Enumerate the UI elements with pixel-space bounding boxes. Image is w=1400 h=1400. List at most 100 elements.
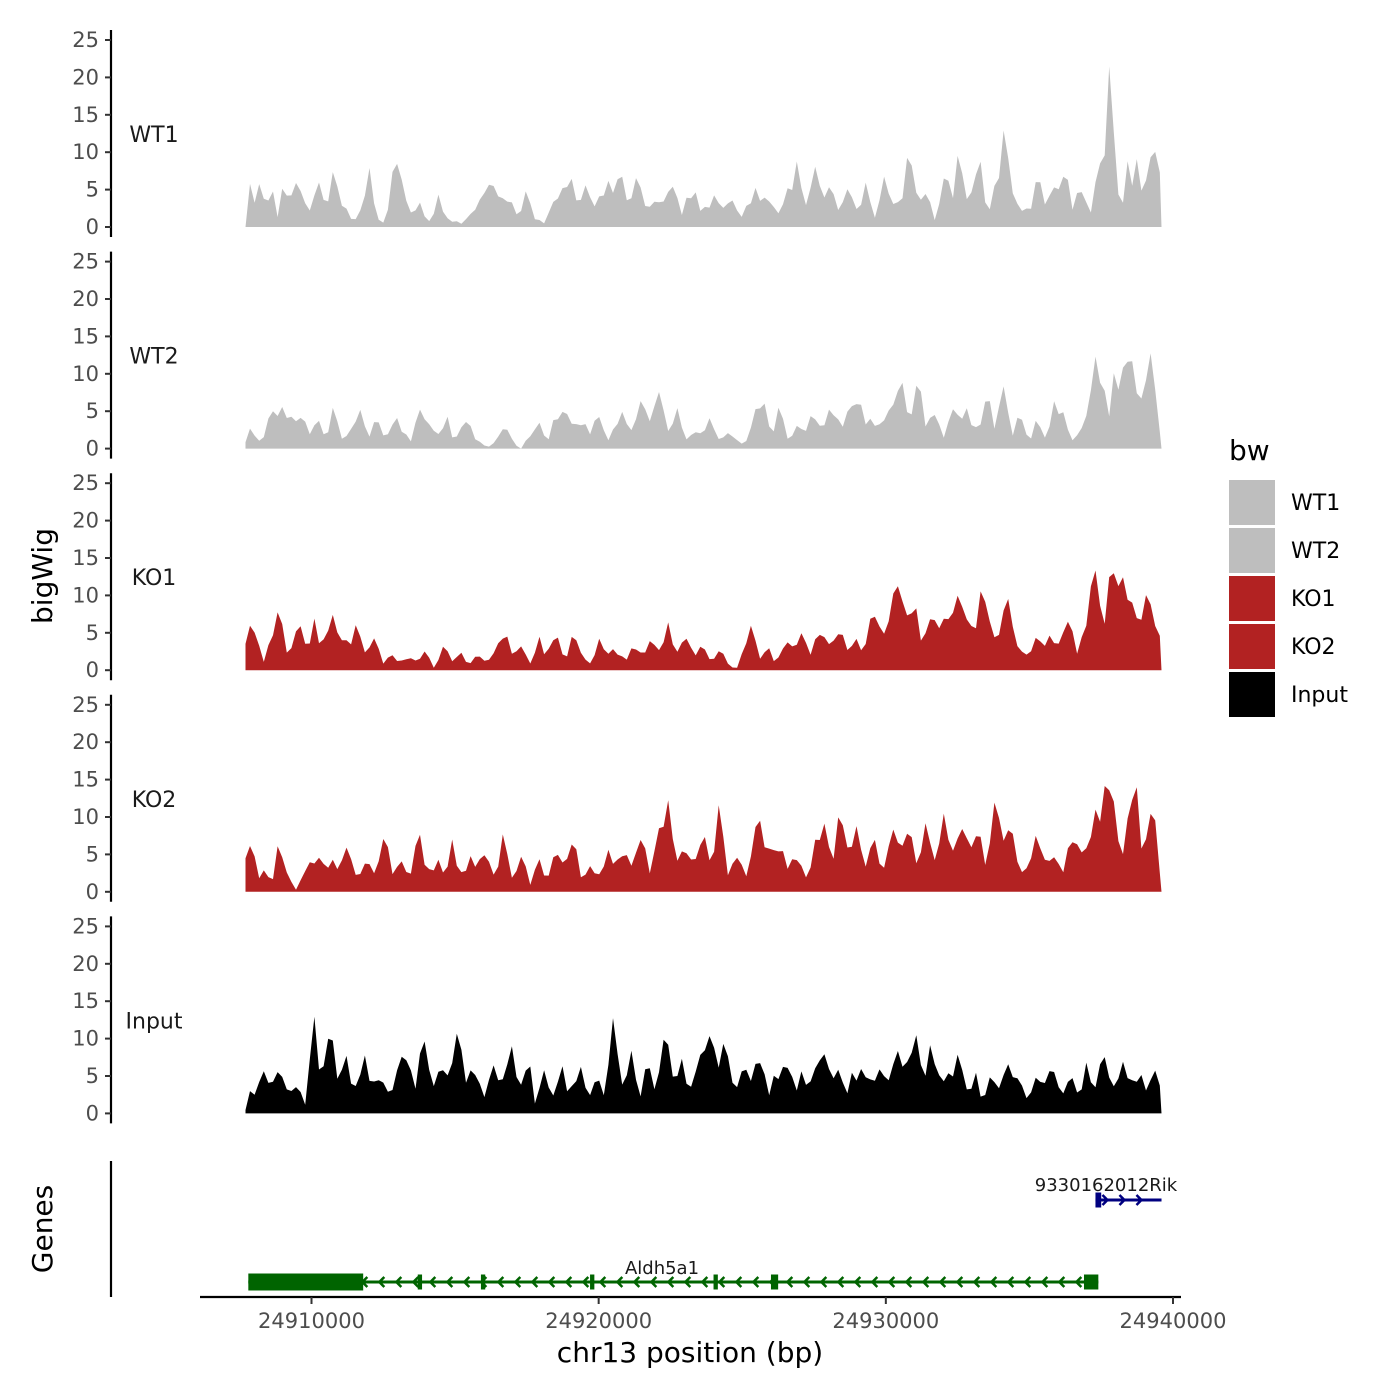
x-axis-title: chr13 position (bp)	[557, 1336, 823, 1369]
signal-area-ko1	[245, 570, 1162, 671]
strand-arrow	[1101, 1194, 1110, 1206]
strand-arrow	[717, 1276, 726, 1288]
track-input: 0 5 10 15 20 25 Input	[72, 914, 1162, 1125]
x-tick-label: 24930000	[832, 1309, 939, 1333]
strand-arrow	[513, 1276, 522, 1288]
exon	[248, 1273, 364, 1291]
strand-arrow	[598, 1276, 607, 1288]
strand-arrow	[462, 1276, 471, 1288]
y-tick-label: 10	[72, 1027, 99, 1051]
legend-label-ko1: KO1	[1291, 587, 1336, 612]
y-tick-label: 10	[72, 140, 99, 164]
y-tick-label: 20	[72, 65, 99, 89]
gene-panel: Genes Aldh5a1 9330162012Rik	[26, 1161, 1178, 1297]
strand-arrow	[870, 1276, 879, 1288]
y-tick-label: 20	[72, 287, 99, 311]
strand-arrow	[632, 1276, 641, 1288]
track-label-wt1: WT1	[129, 123, 178, 148]
strand-arrow	[1040, 1276, 1049, 1288]
y-tick-label: 25	[72, 28, 99, 52]
strand-arrow	[1135, 1194, 1144, 1206]
gene-models: Aldh5a1 9330162012Rik	[248, 1175, 1178, 1291]
y-tick-label: 20	[72, 730, 99, 754]
strand-arrow	[615, 1276, 624, 1288]
strand-arrow	[836, 1276, 845, 1288]
track-label-wt2: WT2	[129, 345, 178, 370]
legend: bw WT1 WT2 KO1 KO2 Input	[1229, 434, 1348, 717]
strand-arrow	[411, 1276, 420, 1288]
y-tick-label: 25	[72, 471, 99, 495]
y-tick-label: 10	[72, 362, 99, 386]
gene-aldh5a1: Aldh5a1	[248, 1258, 1099, 1291]
strand-arrow	[428, 1276, 437, 1288]
strand-arrow	[1006, 1276, 1015, 1288]
signal-tracks: 0 5 10 15 20 25 WT1 0 5 10 15 20 25 WT2 0 5 10 15 20 25 KO1 0…	[72, 28, 1162, 1125]
y-tick-label: 0	[86, 1101, 99, 1125]
y-tick-label: 15	[72, 324, 99, 348]
y-tick-label: 15	[72, 103, 99, 127]
y-tick-label: 5	[86, 842, 99, 866]
strand-arrow	[666, 1276, 675, 1288]
strand-arrow	[955, 1276, 964, 1288]
legend-label-wt1: WT1	[1291, 491, 1340, 516]
strand-arrow	[802, 1276, 811, 1288]
legend-key-wt1	[1229, 480, 1275, 525]
y-tick-label: 25	[72, 693, 99, 717]
strand-arrow	[938, 1276, 947, 1288]
y-tick-label: 15	[72, 989, 99, 1013]
y-axis-title: bigWig	[26, 528, 59, 624]
gene-label-9330162012rik: 9330162012Rik	[1035, 1175, 1178, 1196]
gene-label-aldh5a1: Aldh5a1	[625, 1258, 699, 1279]
signal-area-wt1	[245, 66, 1162, 227]
y-tick-label: 5	[86, 1064, 99, 1088]
track-label-ko1: KO1	[132, 566, 177, 591]
x-tick-label: 24920000	[545, 1309, 652, 1333]
y-tick-label: 0	[86, 658, 99, 682]
strand-arrow	[394, 1276, 403, 1288]
track-ko1: 0 5 10 15 20 25 KO1	[72, 471, 1162, 682]
strand-arrow	[581, 1276, 590, 1288]
legend-title: bw	[1229, 434, 1270, 467]
y-tick-label: 20	[72, 509, 99, 533]
y-tick-label: 0	[86, 215, 99, 239]
track-ko2: 0 5 10 15 20 25 KO2	[72, 693, 1162, 904]
exon	[1095, 1192, 1102, 1208]
y-tick-label: 5	[86, 178, 99, 202]
y-tick-label: 15	[72, 546, 99, 570]
strand-arrow	[734, 1276, 743, 1288]
gene-9330162012rik: 9330162012Rik	[1035, 1175, 1178, 1208]
track-label-ko2: KO2	[132, 788, 177, 813]
strand-arrow	[751, 1276, 760, 1288]
y-tick-label: 5	[86, 399, 99, 423]
strand-arrow	[921, 1276, 930, 1288]
track-wt1: 0 5 10 15 20 25 WT1	[72, 28, 1162, 239]
y-tick-label: 0	[86, 880, 99, 904]
y-tick-label: 0	[86, 437, 99, 461]
strand-arrow	[547, 1276, 556, 1288]
strand-arrow	[853, 1276, 862, 1288]
strand-arrow	[564, 1276, 573, 1288]
x-tick-label: 24940000	[1120, 1309, 1227, 1333]
exon	[713, 1274, 718, 1290]
exon	[590, 1274, 595, 1290]
strand-arrow	[445, 1276, 454, 1288]
y-tick-label: 25	[72, 914, 99, 938]
strand-arrow	[649, 1276, 658, 1288]
strand-arrow	[700, 1276, 709, 1288]
exon	[480, 1274, 486, 1290]
legend-label-wt2: WT2	[1291, 539, 1340, 564]
x-tick-label: 24910000	[258, 1309, 365, 1333]
exon	[417, 1274, 423, 1290]
exon	[1083, 1274, 1099, 1290]
strand-arrow	[1057, 1276, 1066, 1288]
strand-arrow	[989, 1276, 998, 1288]
strand-arrow	[530, 1276, 539, 1288]
strand-arrow	[496, 1276, 505, 1288]
track-label-input: Input	[126, 1009, 183, 1034]
legend-label-input: Input	[1291, 683, 1348, 708]
strand-arrow	[683, 1276, 692, 1288]
gene-panel-title: Genes	[26, 1185, 59, 1273]
signal-area-ko2	[245, 786, 1162, 892]
legend-key-wt2	[1229, 528, 1275, 573]
